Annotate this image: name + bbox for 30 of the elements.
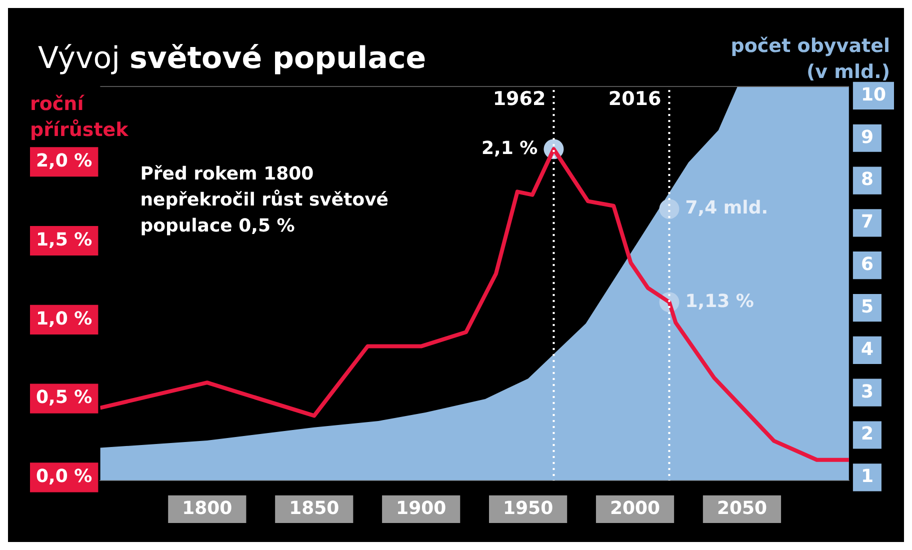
ref-line-label: 1962	[492, 88, 546, 110]
y2-axis-title: počet obyvatel (v mld.)	[730, 35, 890, 83]
y2-tick-label: 10	[860, 84, 886, 106]
x-tick-label: 2000	[610, 498, 660, 519]
y-tick-label: 0,0 %	[36, 466, 92, 488]
y-axis-title: roční přírůstek	[30, 93, 129, 141]
ref-line-label: 2016	[608, 88, 662, 110]
x-tick-label: 1950	[503, 498, 554, 519]
y-tick-label: 0,5 %	[36, 387, 92, 408]
y2-tick-label: 9	[860, 126, 874, 148]
annotation: 7,4 mld.	[685, 198, 768, 219]
annotation: 1,13 %	[685, 290, 754, 312]
x-tick-label: 1850	[289, 498, 340, 519]
y2-tick-label: 5	[860, 296, 874, 318]
chart-title: Vývoj světové populace	[38, 41, 426, 76]
y2-tick-label: 7	[860, 212, 874, 233]
annotation: 2,1 %	[482, 138, 538, 159]
y2-tick-label: 3	[860, 381, 874, 402]
y-tick-label: 2,0 %	[36, 150, 92, 172]
x-tick-label: 1800	[182, 498, 232, 519]
y-tick-label: 1,0 %	[36, 308, 92, 330]
y2-tick-label: 1	[860, 466, 874, 488]
x-tick-label: 2050	[716, 498, 768, 519]
y2-tick-label: 8	[860, 169, 874, 190]
x-tick-label: 1900	[396, 498, 446, 519]
y-tick-label: 1,5 %	[36, 229, 92, 250]
y2-tick-label: 4	[860, 338, 874, 360]
annotation: Před rokem 1800 nepřekročil růst světové populace 0,5 %	[140, 164, 389, 237]
y2-tick-label: 2	[860, 424, 874, 445]
y2-tick-label: 6	[860, 254, 874, 276]
